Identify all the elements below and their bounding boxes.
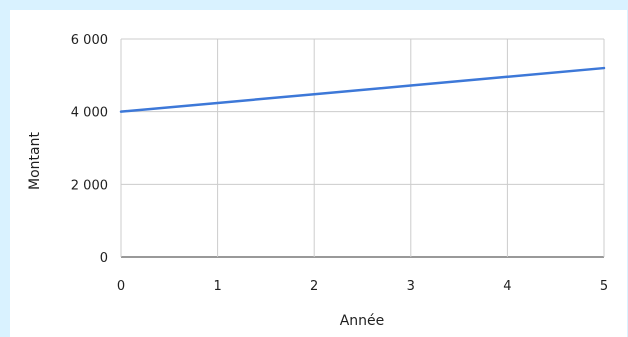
y-tick-label: 6 000 (71, 33, 108, 48)
x-axis-label: Année (340, 313, 385, 329)
y-tick-label: 2 000 (71, 178, 108, 193)
y-axis-label: Montant (27, 132, 43, 190)
axis-layer: 0 2 000 4 000 6 000 0 1 2 3 4 5 (71, 33, 608, 294)
x-tick-label: 4 (503, 279, 511, 294)
chart-panel (10, 10, 627, 337)
y-tick-label: 4 000 (71, 106, 108, 121)
series-layer (119, 66, 606, 113)
x-tick-label: 1 (213, 279, 221, 294)
x-tick-label: 2 (310, 279, 318, 294)
x-tick-label: 5 (600, 279, 608, 294)
x-tick-label: 3 (407, 279, 415, 294)
grid-layer (120, 38, 605, 258)
x-tick-label: 0 (117, 279, 125, 294)
series-line (119, 66, 606, 113)
y-tick-label: 0 (100, 251, 108, 266)
